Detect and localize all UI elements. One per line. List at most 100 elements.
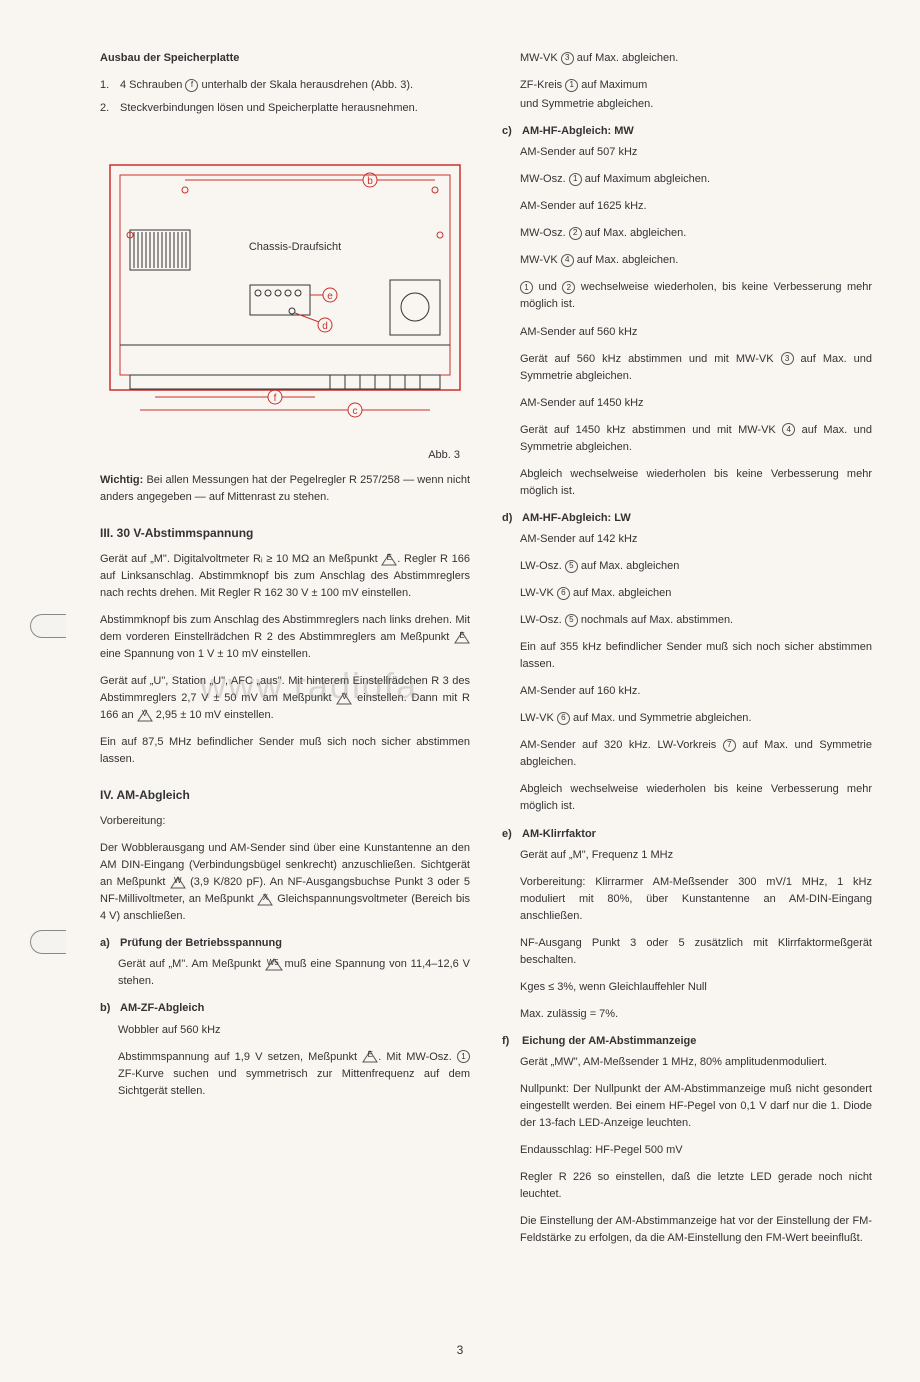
circled-number-icon: 5 (565, 560, 578, 573)
subsection-a: a) Prüfung der Betriebsspannung (100, 935, 470, 952)
text: ZF-Kreis (520, 79, 565, 91)
text: LW-VK (520, 587, 557, 599)
paragraph: AM-Sender auf 160 kHz. (520, 683, 872, 700)
paragraph: Gerät auf „M", Frequenz 1 MHz (520, 847, 872, 864)
text: Gerät auf „M". Digitalvoltmeter Rᵢ ≥ 10 … (100, 553, 381, 565)
text: Bei allen Messungen hat der Pegelregler … (100, 474, 470, 503)
step-text: 4 Schrauben f unterhalb der Skala heraus… (120, 77, 470, 94)
paragraph: MW-VK 3 auf Max. abgleichen. (520, 50, 872, 67)
subsection-e: e) AM-Klirrfaktor (502, 826, 872, 843)
text: auf Max. abgleichen. (574, 52, 679, 64)
paragraph: LW-VK 6 auf Max. und Symmetrie abgleiche… (520, 710, 872, 727)
text: auf Max. abgleichen. (582, 227, 687, 239)
text: LW-Osz. (520, 560, 565, 572)
paragraph: Regler R 226 so einstellen, daß die letz… (520, 1169, 872, 1203)
paragraph: AM-Sender auf 560 kHz (520, 324, 872, 341)
binder-hole (30, 930, 66, 954)
circled-number-icon: 2 (562, 281, 575, 294)
paragraph: Gerät auf „M". Am Meßpunkt W5 muß eine S… (118, 956, 470, 990)
paragraph: Gerät auf 560 kHz abstimmen und mit MW-V… (520, 351, 872, 385)
text: LW-VK (520, 712, 557, 724)
text: MW-VK (520, 52, 561, 64)
text: Abstimmknopf bis zum Anschlag des Abstim… (100, 614, 470, 643)
triangle-marker-icon: W5 (265, 958, 281, 971)
paragraph: AM-Sender auf 1625 kHz. (520, 198, 872, 215)
circled-number-icon: 1 (565, 79, 578, 92)
circled-number-icon: 6 (557, 587, 570, 600)
two-column-layout: Ausbau der Speicherplatte 1. 4 Schrauben… (100, 50, 872, 1257)
letter: a) (100, 935, 114, 952)
paragraph: LW-Osz. 5 nochmals auf Max. abstimmen. (520, 612, 872, 629)
triangle-marker-icon: X (257, 893, 273, 906)
paragraph: Endausschlag: HF-Pegel 500 mV (520, 1142, 872, 1159)
paragraph: Gerät auf 1450 kHz abstimmen und mit MW-… (520, 422, 872, 456)
text: Abstimmspannung auf 1,9 V setzen, Meßpun… (118, 1051, 362, 1063)
paragraph: Ein auf 355 kHz befindlicher Sender muß … (520, 639, 872, 673)
text: Gerät auf 560 kHz abstimmen und mit MW-V… (520, 353, 781, 365)
paragraph: LW-Osz. 5 auf Max. abgleichen (520, 558, 872, 575)
paragraph: 1 und 2 wechselweise wiederholen, bis ke… (520, 279, 872, 313)
heading-ausbau: Ausbau der Speicherplatte (100, 50, 470, 67)
paragraph: und Symmetrie abgleichen. (520, 96, 872, 113)
paragraph: AM-Sender auf 507 kHz (520, 144, 872, 161)
vorbereitung-label: Vorbereitung: (100, 813, 470, 830)
subsection-b: b) AM-ZF-Abgleich (100, 1000, 470, 1017)
text: und (533, 281, 562, 293)
subtitle: AM-HF-Abgleich: MW (522, 123, 634, 140)
paragraph: Wobbler auf 560 kHz (118, 1022, 470, 1039)
paragraph: Nullpunkt: Der Nullpunkt der AM-Abstimma… (520, 1081, 872, 1132)
paragraph: Gerät auf „M". Digitalvoltmeter Rᵢ ≥ 10 … (100, 551, 470, 602)
triangle-marker-icon: V (137, 709, 153, 722)
svg-text:c: c (353, 406, 358, 417)
text: auf Maximum (578, 79, 647, 91)
text: auf Max. abgleichen (578, 560, 680, 572)
text: eine Spannung von 1 V ± 10 mV einstellen… (100, 648, 311, 660)
subtitle: Eichung der AM-Abstimmanzeige (522, 1033, 696, 1050)
circled-number-icon: 4 (561, 254, 574, 267)
heading-iv: IV. AM-Abgleich (100, 786, 470, 805)
wichtig-note: Wichtig: Bei allen Messungen hat der Peg… (100, 472, 470, 506)
step-text: Steckverbindungen lösen und Speicherplat… (120, 100, 470, 117)
letter: b) (100, 1000, 114, 1017)
letter: f) (502, 1033, 516, 1050)
paragraph: LW-VK 6 auf Max. abgleichen (520, 585, 872, 602)
left-column: Ausbau der Speicherplatte 1. 4 Schrauben… (100, 50, 470, 1257)
circled-number-icon: 3 (781, 352, 794, 365)
figure-abb3: b Chassis-Draufsicht (100, 135, 470, 464)
circled-number-icon: 1 (457, 1050, 470, 1063)
text: 2,95 ± 10 mV einstellen. (153, 709, 274, 721)
letter: e) (502, 826, 516, 843)
step-2: 2. Steckverbindungen lösen und Speicherp… (100, 100, 470, 117)
text: MW-Osz. (520, 173, 569, 185)
subsection-c: c) AM-HF-Abgleich: MW (502, 123, 872, 140)
text: unterhalb der Skala herausdrehen (Abb. 3… (198, 79, 413, 91)
subtitle: AM-Klirrfaktor (522, 826, 596, 843)
paragraph: AM-Sender auf 1450 kHz (520, 395, 872, 412)
paragraph: Gerät auf „U", Station „U", AFC „aus". M… (100, 673, 470, 724)
circled-number-icon: 1 (520, 281, 533, 294)
paragraph: MW-Osz. 2 auf Max. abgleichen. (520, 225, 872, 242)
triangle-marker-icon: W (170, 876, 186, 889)
svg-text:f: f (274, 393, 277, 404)
binder-hole (30, 614, 66, 638)
paragraph: ZF-Kreis 1 auf Maximum (520, 77, 872, 94)
paragraph: Abgleich wechselweise wiederholen bis ke… (520, 781, 872, 815)
subsection-f: f) Eichung der AM-Abstimmanzeige (502, 1033, 872, 1050)
paragraph: Abstimmspannung auf 1,9 V setzen, Meßpun… (118, 1049, 470, 1100)
paragraph: Max. zulässig = 7%. (520, 1006, 872, 1023)
text: MW-VK (520, 254, 561, 266)
paragraph: Gerät „MW", AM-Meßsender 1 MHz, 80% ampl… (520, 1054, 872, 1071)
subtitle: Prüfung der Betriebsspannung (120, 935, 282, 952)
text: MW-Osz. (520, 227, 569, 239)
text: auf Max. abgleichen. (574, 254, 679, 266)
subsection-d: d) AM-HF-Abgleich: LW (502, 510, 872, 527)
step-number: 2. (100, 100, 114, 117)
circled-number-icon: 7 (723, 739, 736, 752)
svg-text:b: b (367, 176, 373, 187)
text: auf Max. abgleichen (570, 587, 672, 599)
paragraph: NF-Ausgang Punkt 3 oder 5 zusätzlich mit… (520, 935, 872, 969)
paragraph: Kges ≤ 3%, wenn Gleichlauffehler Null (520, 979, 872, 996)
page-number: 3 (457, 1341, 464, 1360)
subtitle: AM-ZF-Abgleich (120, 1000, 204, 1017)
letter: c) (502, 123, 516, 140)
